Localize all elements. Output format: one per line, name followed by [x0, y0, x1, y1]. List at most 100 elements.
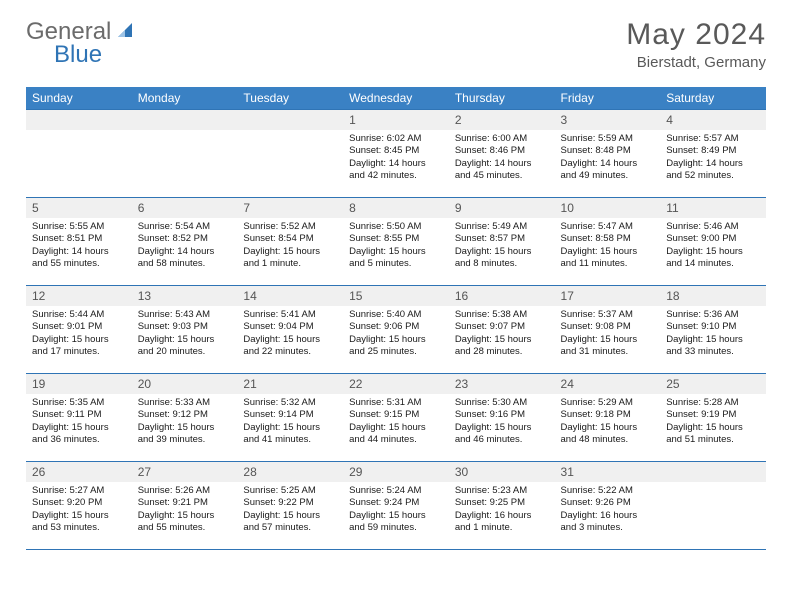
day-body: Sunrise: 5:54 AMSunset: 8:52 PMDaylight:…: [132, 218, 238, 274]
day-line: Sunset: 9:18 PM: [561, 409, 655, 421]
day-line: Sunset: 8:51 PM: [32, 233, 126, 245]
day-line: Sunset: 8:55 PM: [349, 233, 443, 245]
day-line: Sunrise: 5:54 AM: [138, 221, 232, 233]
day-line: Sunrise: 5:50 AM: [349, 221, 443, 233]
day-line: Sunrise: 5:28 AM: [666, 397, 760, 409]
day-cell: 13Sunrise: 5:43 AMSunset: 9:03 PMDayligh…: [132, 286, 238, 374]
day-body: Sunrise: 5:22 AMSunset: 9:26 PMDaylight:…: [555, 482, 661, 538]
day-line: Daylight: 15 hours: [243, 334, 337, 346]
day-line: and 51 minutes.: [666, 434, 760, 446]
day-line: and 3 minutes.: [561, 522, 655, 534]
day-line: Daylight: 15 hours: [349, 422, 443, 434]
day-cell: 30Sunrise: 5:23 AMSunset: 9:25 PMDayligh…: [449, 462, 555, 550]
week-row: 5Sunrise: 5:55 AMSunset: 8:51 PMDaylight…: [26, 198, 766, 286]
day-number: 15: [343, 286, 449, 306]
day-line: and 55 minutes.: [32, 258, 126, 270]
day-line: Sunset: 9:12 PM: [138, 409, 232, 421]
day-body: [660, 482, 766, 542]
day-body: Sunrise: 5:33 AMSunset: 9:12 PMDaylight:…: [132, 394, 238, 450]
day-line: Sunrise: 5:36 AM: [666, 309, 760, 321]
day-cell: 10Sunrise: 5:47 AMSunset: 8:58 PMDayligh…: [555, 198, 661, 286]
day-cell: 11Sunrise: 5:46 AMSunset: 9:00 PMDayligh…: [660, 198, 766, 286]
day-line: and 17 minutes.: [32, 346, 126, 358]
day-line: Sunrise: 5:41 AM: [243, 309, 337, 321]
day-body: Sunrise: 5:25 AMSunset: 9:22 PMDaylight:…: [237, 482, 343, 538]
day-line: Sunrise: 5:46 AM: [666, 221, 760, 233]
day-line: Daylight: 15 hours: [32, 422, 126, 434]
day-cell: 1Sunrise: 6:02 AMSunset: 8:45 PMDaylight…: [343, 110, 449, 198]
day-line: Daylight: 15 hours: [455, 246, 549, 258]
day-number: 4: [660, 110, 766, 130]
day-number: 25: [660, 374, 766, 394]
day-line: Daylight: 14 hours: [32, 246, 126, 258]
week-row: 12Sunrise: 5:44 AMSunset: 9:01 PMDayligh…: [26, 286, 766, 374]
day-number: 30: [449, 462, 555, 482]
logo-text-blue: Blue: [54, 41, 102, 68]
day-line: Sunrise: 5:32 AM: [243, 397, 337, 409]
day-number: 29: [343, 462, 449, 482]
day-line: Sunset: 9:16 PM: [455, 409, 549, 421]
day-cell: 26Sunrise: 5:27 AMSunset: 9:20 PMDayligh…: [26, 462, 132, 550]
day-line: Sunrise: 6:00 AM: [455, 133, 549, 145]
day-line: Sunrise: 5:38 AM: [455, 309, 549, 321]
day-line: Sunset: 9:11 PM: [32, 409, 126, 421]
day-line: Sunset: 8:54 PM: [243, 233, 337, 245]
day-line: Daylight: 15 hours: [561, 422, 655, 434]
day-number: [660, 462, 766, 482]
day-cell: 20Sunrise: 5:33 AMSunset: 9:12 PMDayligh…: [132, 374, 238, 462]
day-number: 17: [555, 286, 661, 306]
logo-sail-icon: [115, 20, 135, 45]
day-line: and 49 minutes.: [561, 170, 655, 182]
day-line: and 53 minutes.: [32, 522, 126, 534]
day-line: Daylight: 15 hours: [666, 422, 760, 434]
day-line: Daylight: 14 hours: [666, 158, 760, 170]
day-line: Sunset: 9:15 PM: [349, 409, 443, 421]
day-number: 23: [449, 374, 555, 394]
day-line: Daylight: 15 hours: [32, 334, 126, 346]
day-line: and 8 minutes.: [455, 258, 549, 270]
day-number: [132, 110, 238, 130]
day-body: Sunrise: 5:28 AMSunset: 9:19 PMDaylight:…: [660, 394, 766, 450]
day-body: Sunrise: 5:37 AMSunset: 9:08 PMDaylight:…: [555, 306, 661, 362]
day-line: Sunset: 8:45 PM: [349, 145, 443, 157]
day-line: Sunset: 9:07 PM: [455, 321, 549, 333]
day-line: Sunrise: 5:29 AM: [561, 397, 655, 409]
day-cell: 29Sunrise: 5:24 AMSunset: 9:24 PMDayligh…: [343, 462, 449, 550]
day-line: Sunrise: 5:55 AM: [32, 221, 126, 233]
day-line: Daylight: 16 hours: [455, 510, 549, 522]
day-line: Sunrise: 5:47 AM: [561, 221, 655, 233]
day-body: Sunrise: 6:02 AMSunset: 8:45 PMDaylight:…: [343, 130, 449, 186]
day-body: Sunrise: 5:32 AMSunset: 9:14 PMDaylight:…: [237, 394, 343, 450]
day-line: and 42 minutes.: [349, 170, 443, 182]
day-number: 22: [343, 374, 449, 394]
day-cell: 23Sunrise: 5:30 AMSunset: 9:16 PMDayligh…: [449, 374, 555, 462]
day-number: 5: [26, 198, 132, 218]
day-line: and 41 minutes.: [243, 434, 337, 446]
day-line: Sunset: 8:57 PM: [455, 233, 549, 245]
day-cell: 31Sunrise: 5:22 AMSunset: 9:26 PMDayligh…: [555, 462, 661, 550]
day-line: Daylight: 15 hours: [455, 334, 549, 346]
day-line: Sunrise: 5:24 AM: [349, 485, 443, 497]
day-cell: 4Sunrise: 5:57 AMSunset: 8:49 PMDaylight…: [660, 110, 766, 198]
day-cell: 2Sunrise: 6:00 AMSunset: 8:46 PMDaylight…: [449, 110, 555, 198]
week-row: 1Sunrise: 6:02 AMSunset: 8:45 PMDaylight…: [26, 110, 766, 198]
day-line: Sunset: 8:48 PM: [561, 145, 655, 157]
month-title: May 2024: [626, 18, 766, 52]
day-line: Sunrise: 5:25 AM: [243, 485, 337, 497]
day-number: 8: [343, 198, 449, 218]
day-body: Sunrise: 5:59 AMSunset: 8:48 PMDaylight:…: [555, 130, 661, 186]
day-line: Sunset: 9:21 PM: [138, 497, 232, 509]
day-number: 20: [132, 374, 238, 394]
day-line: Sunrise: 5:26 AM: [138, 485, 232, 497]
day-body: Sunrise: 5:23 AMSunset: 9:25 PMDaylight:…: [449, 482, 555, 538]
day-line: Daylight: 14 hours: [349, 158, 443, 170]
day-body: Sunrise: 5:27 AMSunset: 9:20 PMDaylight:…: [26, 482, 132, 538]
day-cell: 17Sunrise: 5:37 AMSunset: 9:08 PMDayligh…: [555, 286, 661, 374]
day-number: 19: [26, 374, 132, 394]
day-line: Sunset: 9:08 PM: [561, 321, 655, 333]
day-body: Sunrise: 5:46 AMSunset: 9:00 PMDaylight:…: [660, 218, 766, 274]
day-line: Sunrise: 5:30 AM: [455, 397, 549, 409]
day-body: Sunrise: 5:31 AMSunset: 9:15 PMDaylight:…: [343, 394, 449, 450]
day-cell: [237, 110, 343, 198]
day-line: Daylight: 15 hours: [349, 510, 443, 522]
